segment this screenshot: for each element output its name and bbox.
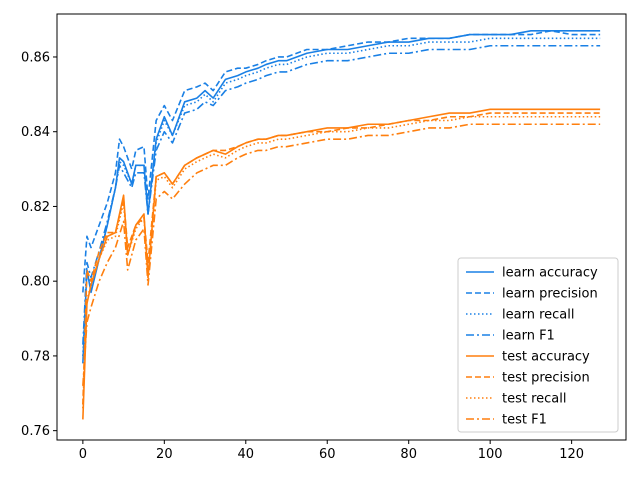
series-line-7 bbox=[82, 123, 601, 386]
x-tick-label: 80 bbox=[400, 447, 417, 462]
legend-label-3: learn F1 bbox=[502, 329, 555, 344]
y-axis: 0.76 0.78 0.80 0.82 0.84 0.86 bbox=[21, 50, 57, 439]
legend-label-7: test F1 bbox=[502, 413, 547, 428]
y-tick-label: 0.84 bbox=[21, 125, 50, 140]
plot-lines bbox=[82, 30, 601, 420]
x-axis: 0 20 40 60 80 100 120 bbox=[79, 440, 584, 462]
legend-label-6: test recall bbox=[502, 392, 567, 407]
x-tick-label: 120 bbox=[559, 447, 584, 462]
y-tick-label: 0.78 bbox=[21, 349, 50, 364]
legend: learn accuracy learn precision learn recal… bbox=[457, 257, 619, 433]
x-tick-label: 20 bbox=[156, 447, 173, 462]
y-tick-label: 0.80 bbox=[21, 275, 50, 290]
legend-label-4: test accuracy bbox=[502, 350, 590, 365]
y-tick-label: 0.76 bbox=[21, 424, 50, 439]
legend-box bbox=[457, 257, 619, 433]
legend-label-0: learn accuracy bbox=[502, 266, 598, 281]
plot-frame bbox=[56, 13, 627, 441]
x-tick-label: 60 bbox=[319, 447, 336, 462]
series-line-2 bbox=[82, 37, 601, 356]
x-tick-label: 40 bbox=[238, 447, 255, 462]
legend-label-1: learn precision bbox=[502, 287, 598, 302]
y-tick-label: 0.82 bbox=[21, 200, 50, 215]
series-line-3 bbox=[82, 44, 601, 345]
x-tick-label: 0 bbox=[79, 447, 87, 462]
legend-label-5: test precision bbox=[502, 371, 590, 386]
x-tick-label: 100 bbox=[478, 447, 503, 462]
y-tick-label: 0.86 bbox=[21, 50, 50, 65]
series-line-0 bbox=[82, 30, 601, 364]
legend-label-2: learn recall bbox=[502, 308, 574, 323]
